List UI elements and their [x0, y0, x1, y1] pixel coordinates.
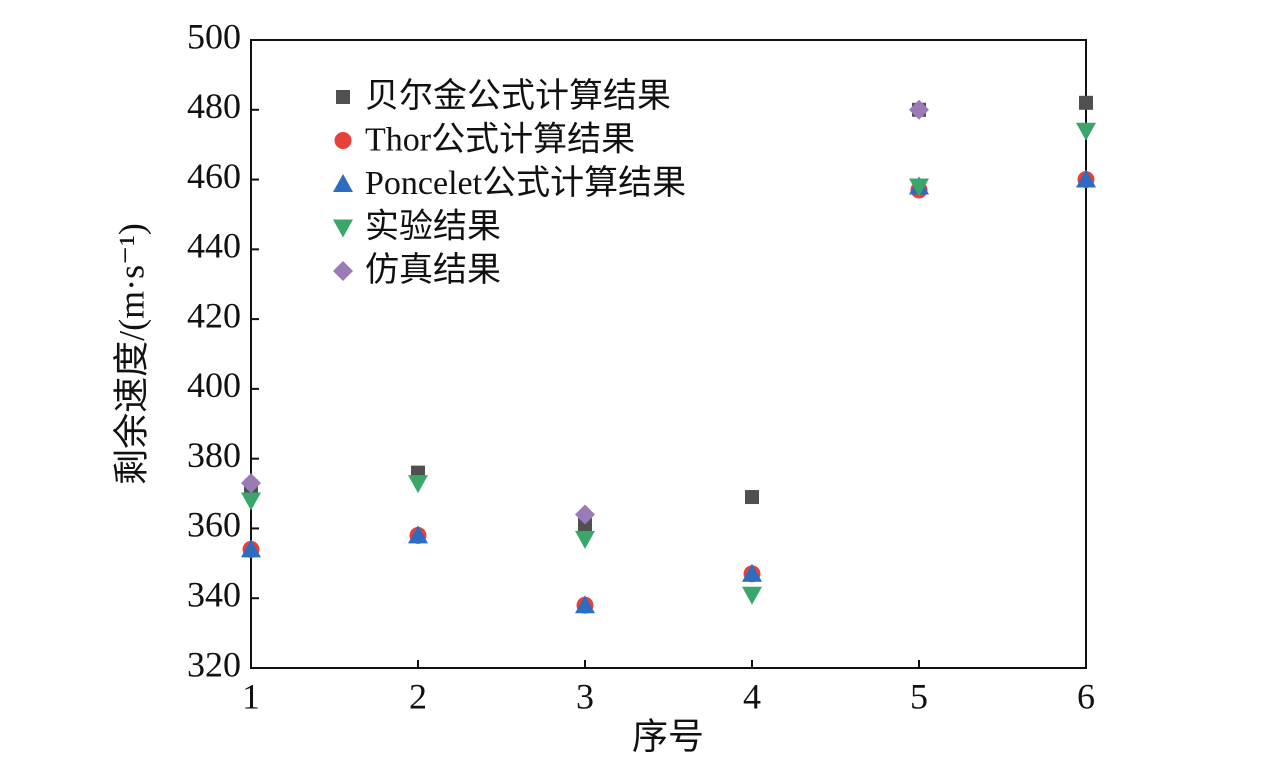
y-tick-label: 340: [187, 574, 241, 614]
legend-marker: [336, 90, 350, 104]
y-tick-label: 400: [187, 365, 241, 405]
data-point: [575, 595, 595, 614]
y-tick-label: 380: [187, 435, 241, 475]
y-tick-label: 500: [187, 16, 241, 56]
data-point: [742, 586, 762, 605]
data-point: [241, 473, 261, 494]
legend-marker: [333, 174, 353, 192]
legend-label: 贝尔金公式计算结果: [365, 77, 671, 115]
y-tick-label: 480: [187, 86, 241, 126]
legend-label: 实验结果: [365, 207, 501, 245]
data-point: [241, 492, 261, 511]
y-tick-label: 420: [187, 295, 241, 335]
data-point: [575, 504, 595, 525]
x-tick-label: 3: [576, 676, 594, 716]
x-tick-label: 4: [743, 676, 761, 716]
data-point: [1076, 122, 1096, 141]
plot-frame: [250, 39, 1087, 669]
legend-marker: [334, 132, 352, 149]
data-point: [575, 530, 595, 549]
legend-label: Poncelet公式计算结果: [365, 164, 686, 202]
legend-marker: [333, 219, 353, 238]
x-tick-label: 1: [242, 676, 260, 716]
x-tick-label: 5: [910, 676, 928, 716]
data-point: [909, 99, 929, 120]
data-point: [909, 178, 929, 197]
data-point: [578, 517, 592, 532]
y-tick-label: 460: [187, 156, 241, 196]
y-tick-label: 360: [187, 505, 241, 545]
legend-marker: [333, 261, 353, 281]
x-tick-label: 2: [409, 676, 427, 716]
data-point: [742, 563, 762, 582]
data-point: [408, 475, 428, 494]
y-tick-label: 320: [187, 644, 241, 684]
data-point: [1079, 95, 1093, 110]
data-point: [1076, 169, 1096, 188]
legend-label: Thor公式计算结果: [365, 120, 635, 158]
data-point: [745, 490, 759, 505]
data-point: [241, 539, 261, 558]
legend-label: 仿真结果: [365, 251, 501, 289]
data-point: [408, 525, 428, 544]
y-tick-label: 440: [187, 226, 241, 266]
x-tick-label: 6: [1077, 676, 1095, 716]
x-axis-label: 序号: [632, 716, 704, 756]
y-axis-label: 剩余速度/(m·s⁻¹): [111, 223, 151, 485]
